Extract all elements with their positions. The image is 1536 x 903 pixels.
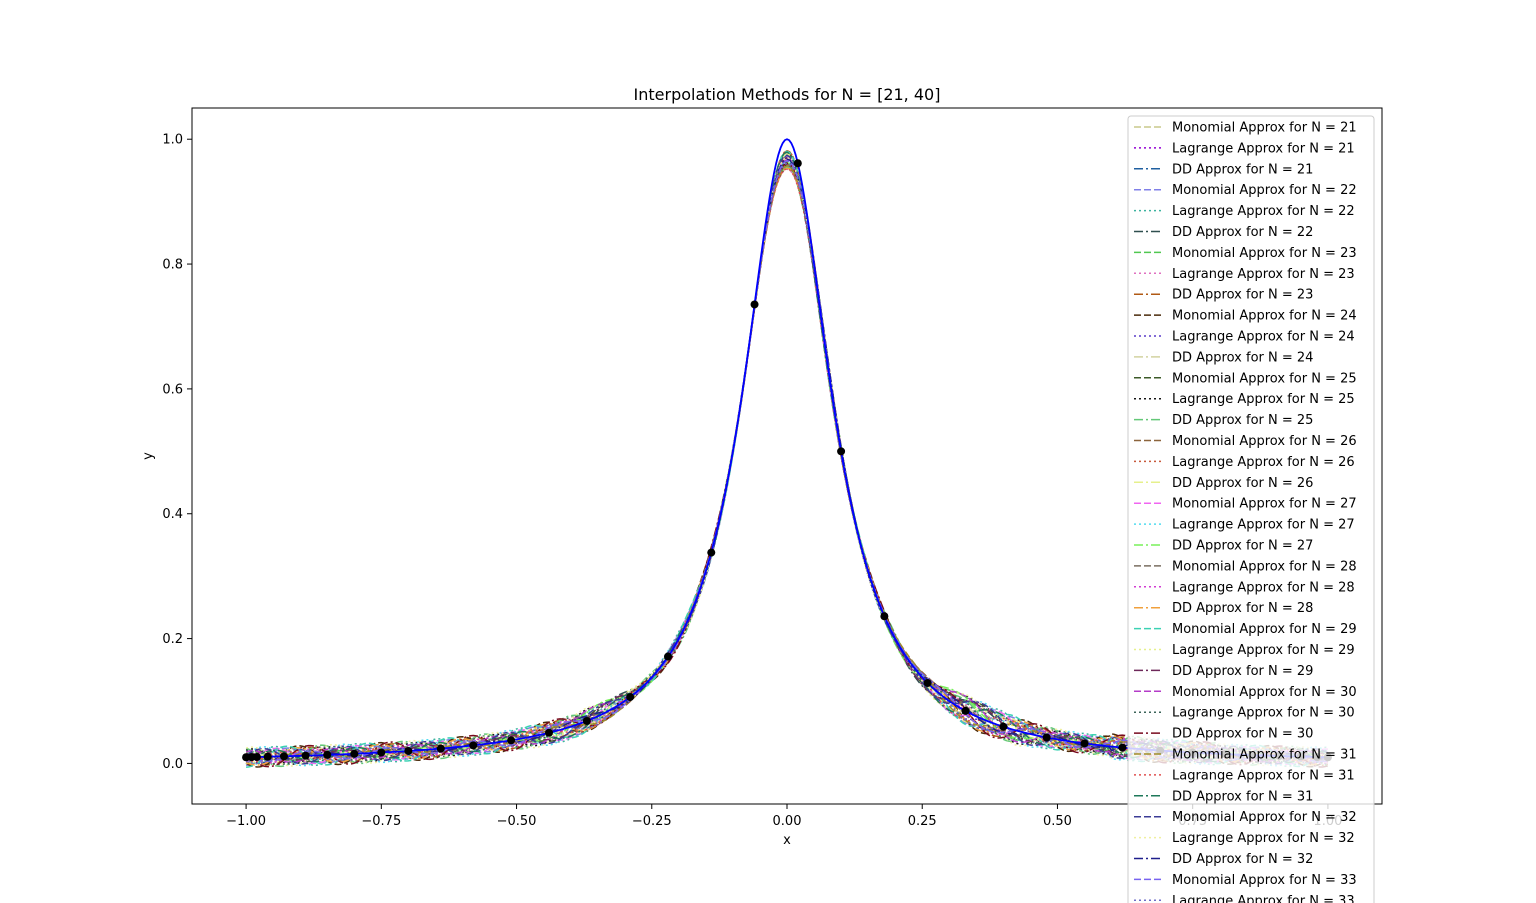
legend-box: [1127, 115, 1375, 903]
x-tick-label: 0.25: [908, 814, 937, 829]
data-point: [323, 750, 332, 759]
x-tick-label: −0.50: [497, 814, 537, 829]
legend-entry: Lagrange Approx for N = 21: [1172, 141, 1355, 156]
chart-title: Interpolation Methods for N = [21, 40]: [634, 85, 941, 104]
legend-entry: DD Approx for N = 21: [1172, 162, 1313, 177]
y-tick-label: 0.6: [162, 382, 183, 397]
data-point: [793, 159, 802, 168]
x-axis: −1.00−0.75−0.50−0.250.000.250.500.751.00: [226, 804, 1342, 829]
data-point: [545, 728, 553, 737]
x-tick-label: 0.00: [773, 814, 802, 829]
data-point: [301, 751, 310, 760]
legend-entry: Monomial Approx for N = 29: [1172, 622, 1357, 637]
y-axis-label: y: [141, 452, 156, 460]
series-line: [246, 161, 1329, 760]
legend-entry: Lagrange Approx for N = 23: [1172, 267, 1355, 282]
legend-entry: DD Approx for N = 31: [1172, 789, 1313, 804]
series-line: [245, 166, 1329, 762]
y-tick-label: 1.0: [162, 133, 183, 148]
x-axis-label: x: [783, 833, 791, 848]
data-point: [1080, 739, 1089, 748]
legend-entry: Lagrange Approx for N = 32: [1172, 831, 1355, 846]
data-point: [436, 744, 445, 753]
data-point: [750, 300, 759, 309]
legend-entry: Lagrange Approx for N = 25: [1172, 392, 1355, 407]
legend-entry: Monomial Approx for N = 32: [1172, 810, 1357, 825]
series-line: [245, 164, 1329, 765]
legend-entry: DD Approx for N = 27: [1172, 539, 1313, 554]
legend-entry: Monomial Approx for N = 26: [1172, 434, 1357, 449]
data-point: [707, 548, 716, 557]
legend-entry: DD Approx for N = 26: [1172, 476, 1313, 491]
x-tick-label: 0.50: [1043, 814, 1072, 829]
y-axis: 0.0 0.2 0.4 0.6 0.8 1.0: [162, 133, 192, 772]
data-point: [999, 722, 1008, 731]
legend-entry: DD Approx for N = 29: [1172, 664, 1313, 679]
data-point: [626, 693, 635, 702]
legend: Monomial Approx for N = 21 Lagrange Appro…: [1127, 115, 1375, 903]
legend-entry: Lagrange Approx for N = 24: [1172, 330, 1355, 345]
legend-entry: Lagrange Approx for N = 33: [1172, 894, 1355, 903]
y-tick-label: 0.8: [162, 258, 183, 273]
data-point: [350, 749, 359, 758]
x-tick-label: −1.00: [226, 814, 266, 829]
data-point: [252, 752, 261, 761]
data-point: [923, 678, 932, 687]
data-point: [582, 716, 591, 725]
legend-entry: DD Approx for N = 24: [1172, 350, 1313, 365]
legend-entry: Lagrange Approx for N = 29: [1172, 643, 1355, 658]
legend-entry: Lagrange Approx for N = 30: [1172, 706, 1355, 721]
series-line: [245, 159, 1329, 764]
legend-entry: Monomial Approx for N = 27: [1172, 497, 1357, 512]
legend-entry: Monomial Approx for N = 21: [1172, 121, 1357, 136]
data-point: [377, 748, 386, 757]
data-point: [1118, 743, 1127, 752]
legend-entry: DD Approx for N = 25: [1172, 413, 1313, 428]
legend-entry: Monomial Approx for N = 33: [1172, 873, 1357, 888]
legend-entry: DD Approx for N = 32: [1172, 852, 1313, 867]
data-point: [263, 752, 272, 761]
legend-entry: DD Approx for N = 30: [1172, 727, 1313, 742]
legend-entry: Monomial Approx for N = 25: [1172, 371, 1357, 386]
data-point: [837, 447, 846, 456]
data-point: [961, 706, 970, 715]
legend-entry: Monomial Approx for N = 23: [1172, 246, 1357, 261]
y-tick-label: 0.4: [162, 507, 183, 522]
legend-entry: DD Approx for N = 22: [1172, 225, 1313, 240]
legend-entry: Monomial Approx for N = 30: [1172, 685, 1357, 700]
data-point: [279, 752, 288, 761]
data-point: [1042, 733, 1051, 742]
data-point: [880, 612, 889, 621]
y-tick-label: 0.0: [162, 757, 183, 772]
legend-entry: Lagrange Approx for N = 26: [1172, 455, 1355, 470]
x-tick-label: −0.75: [361, 814, 401, 829]
x-tick-label: −0.25: [632, 814, 672, 829]
legend-entry: Lagrange Approx for N = 31: [1172, 768, 1355, 783]
plot-curves: [245, 138, 1329, 768]
legend-entry: Monomial Approx for N = 31: [1172, 748, 1357, 763]
series-line: [245, 159, 1329, 763]
legend-entry: Lagrange Approx for N = 22: [1172, 204, 1355, 219]
legend-entry: Lagrange Approx for N = 27: [1172, 518, 1355, 533]
data-point: [507, 736, 516, 745]
legend-entry: DD Approx for N = 28: [1172, 601, 1313, 616]
legend-entry: Monomial Approx for N = 28: [1172, 559, 1357, 574]
data-point: [404, 746, 413, 755]
y-tick-label: 0.2: [162, 632, 183, 647]
legend-entry: Monomial Approx for N = 24: [1172, 309, 1357, 324]
legend-entry: Lagrange Approx for N = 28: [1172, 580, 1355, 595]
legend-entry: DD Approx for N = 23: [1172, 288, 1313, 303]
data-point: [469, 741, 478, 750]
data-point: [664, 652, 672, 661]
legend-entry: Monomial Approx for N = 22: [1172, 183, 1357, 198]
